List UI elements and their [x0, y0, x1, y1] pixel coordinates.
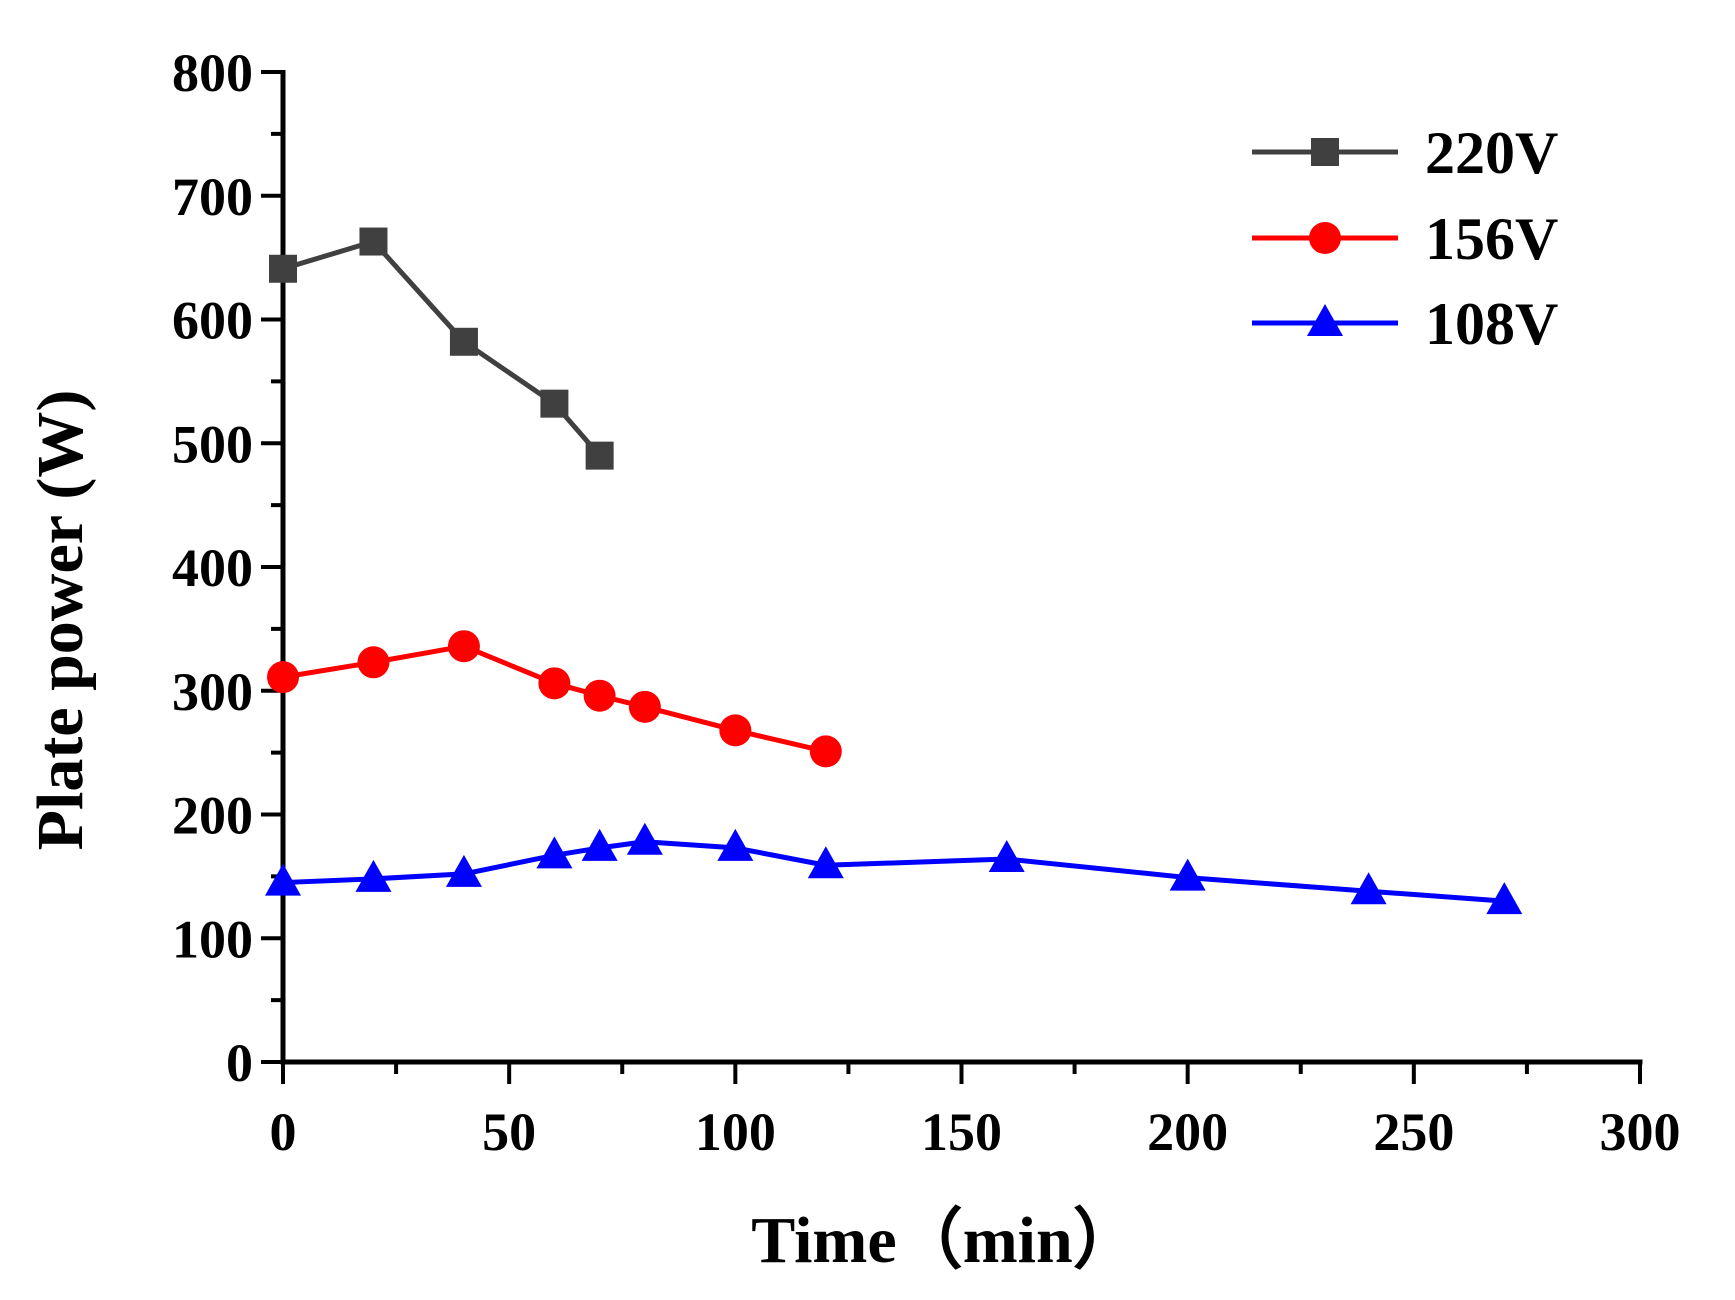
data-point-108v — [717, 828, 754, 861]
x-tick-label: 100 — [695, 1102, 776, 1162]
series-220v — [269, 227, 614, 470]
data-point-156v — [628, 690, 661, 723]
legend-item-156v: 156V — [1252, 206, 1558, 272]
axes: 0 100 200 300 400 500 600 700 800 0 50 100 150 200 250… — [172, 43, 1681, 1162]
series-108v — [265, 822, 1523, 915]
data-point-156v — [357, 646, 390, 679]
legend-label-220v: 220V — [1425, 120, 1558, 186]
y-tick-label: 500 — [172, 414, 253, 474]
y-tick-label: 100 — [172, 909, 253, 969]
x-tick-label: 50 — [482, 1102, 536, 1162]
data-point-108v — [265, 863, 301, 896]
data-point-108v — [1350, 872, 1387, 905]
x-tick-label: 200 — [1147, 1102, 1228, 1162]
data-point-220v — [540, 389, 569, 418]
data-point-156v — [583, 679, 616, 712]
legend-label-156v: 156V — [1425, 206, 1558, 272]
legend-marker-108v — [1307, 304, 1343, 336]
x-axis-title: Time（min） — [751, 1203, 1138, 1277]
data-point-156v — [719, 714, 752, 747]
data-point-220v — [269, 254, 297, 283]
data-point-108v — [355, 859, 392, 892]
data-point-108v — [626, 822, 663, 855]
data-point-108v — [988, 840, 1025, 873]
data-point-108v — [581, 828, 618, 861]
x-tick-label: 250 — [1373, 1102, 1454, 1162]
y-tick-label: 800 — [172, 43, 253, 103]
data-point-108v — [1169, 858, 1206, 891]
series-layer — [265, 227, 1523, 915]
data-point-220v — [449, 327, 478, 356]
data-point-220v — [585, 441, 614, 470]
y-tick-label: 200 — [172, 786, 253, 846]
x-tick-label: 0 — [270, 1102, 297, 1162]
data-point-220v — [359, 227, 388, 256]
y-tick-label: 700 — [172, 167, 253, 227]
x-tick-label: 150 — [921, 1102, 1002, 1162]
data-point-156v — [267, 661, 299, 694]
data-point-156v — [538, 667, 571, 700]
legend: 220V 156V 108V — [1252, 120, 1558, 357]
data-point-108v — [807, 846, 844, 879]
y-tick-label: 300 — [172, 662, 253, 722]
data-point-156v — [809, 735, 842, 768]
legend-item-220v: 220V — [1252, 120, 1558, 186]
y-tick-label: 600 — [172, 291, 253, 351]
legend-item-108v: 108V — [1252, 291, 1558, 357]
series-line-220v — [282, 239, 602, 458]
y-axis-title: Plate power (W) — [24, 390, 97, 851]
series-156v — [267, 630, 842, 768]
legend-label-108v: 108V — [1425, 291, 1558, 357]
data-point-108v — [536, 836, 573, 869]
legend-marker-220v — [1311, 138, 1339, 166]
y-tick-label: 400 — [172, 538, 253, 598]
data-point-156v — [447, 630, 480, 663]
data-point-108v — [1486, 882, 1523, 915]
legend-marker-156v — [1309, 222, 1341, 254]
data-point-108v — [445, 854, 482, 887]
y-tick-label: 0 — [226, 1033, 253, 1093]
x-tick-label: 300 — [1600, 1102, 1681, 1162]
series-line-108v — [282, 839, 1505, 904]
